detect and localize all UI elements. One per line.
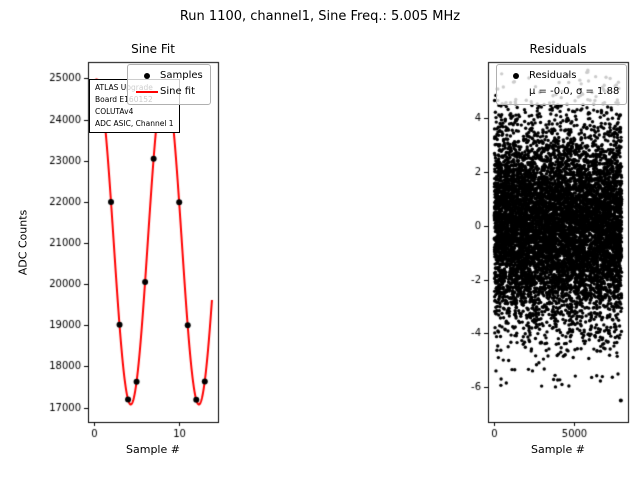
residuals-stats-label: μ = -0.0, σ = 1.88 [529, 86, 620, 97]
annotation-line-4: ADC ASIC, Channel 1 [95, 119, 174, 128]
residuals-marker-icon [513, 73, 519, 79]
sine-fit-legend-label: Sine fit [160, 86, 196, 97]
annotation-line-1: ATLAS Upgrade [95, 83, 153, 92]
right-plot-title: Residuals [529, 42, 587, 56]
residuals-marker-cell [503, 73, 529, 79]
residuals-legend-label: Residuals [529, 70, 577, 81]
legend-entry-residuals: Residuals [503, 68, 619, 84]
legend-entry-stats: μ = -0.0, σ = 1.88 [503, 84, 619, 100]
annotation-line-2: Board E160152 [95, 95, 153, 104]
legend-entry-samples: Samples [134, 68, 203, 84]
samples-marker-cell [134, 73, 160, 79]
left-plot-title: Sine Fit [131, 42, 175, 56]
left-plot-ylabel: ADC Counts [16, 209, 30, 276]
right-plot-xlabel: Sample # [531, 443, 585, 456]
sine-fit-marker-icon [136, 91, 158, 93]
right-legend: Residuals μ = -0.0, σ = 1.88 [496, 64, 628, 105]
sine-fit-marker-cell [134, 91, 160, 93]
left-plot-xlabel: Sample # [126, 443, 180, 456]
left-legend: Samples Sine fit [127, 64, 211, 105]
samples-legend-label: Samples [160, 70, 203, 81]
annotation-line-3: COLUTAv4 [95, 107, 134, 116]
figure-suptitle: Run 1100, channel1, Sine Freq.: 5.005 MH… [179, 9, 461, 24]
legend-entry-sine-fit: Sine fit [134, 84, 203, 100]
samples-marker-icon [144, 73, 150, 79]
